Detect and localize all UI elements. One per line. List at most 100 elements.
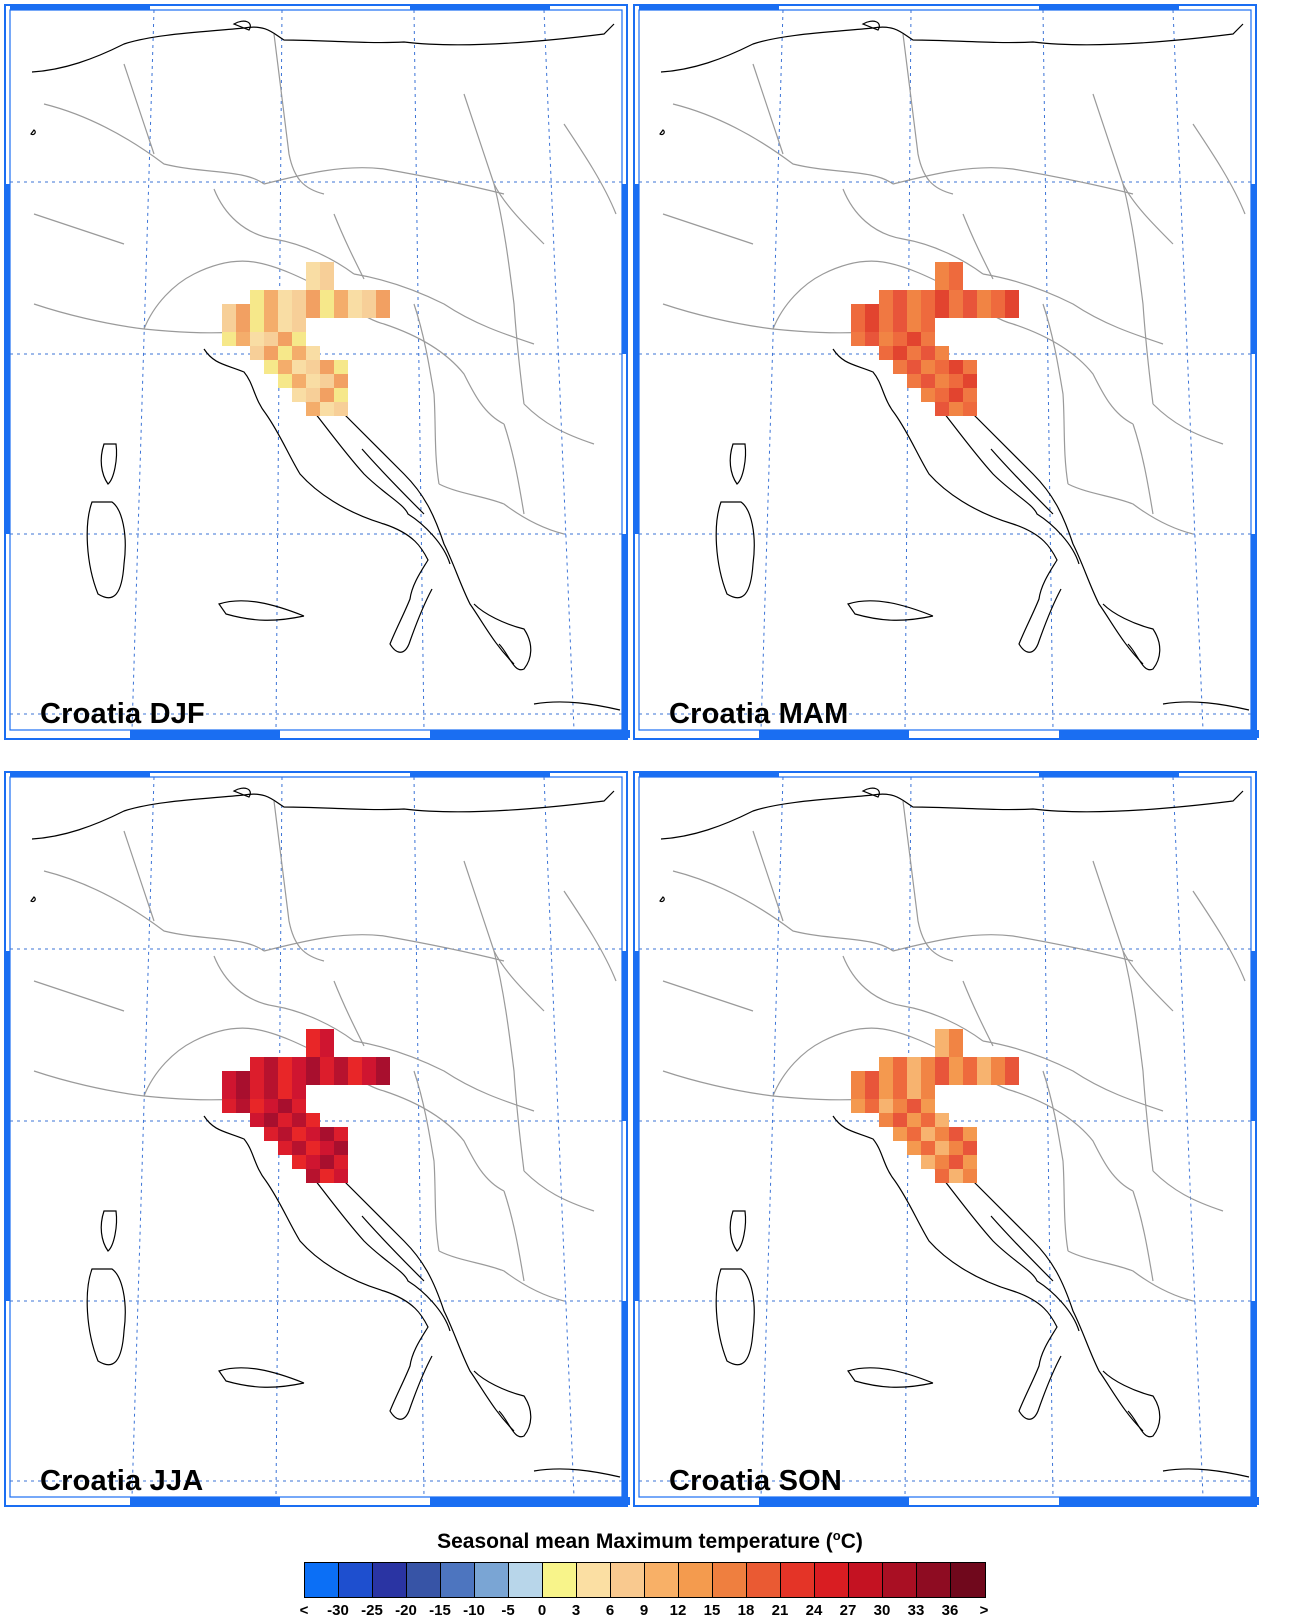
panel-title: Croatia MAM (669, 698, 849, 730)
temperature-cell (907, 332, 921, 346)
temperature-cell (879, 290, 893, 304)
coastline (473, 603, 532, 671)
temperature-cell (921, 1113, 935, 1127)
temperature-cell (893, 1071, 907, 1085)
temperature-cell (278, 332, 292, 346)
country-border (273, 33, 325, 195)
coastline (847, 600, 934, 621)
country-border (33, 1070, 241, 1101)
temperature-cell (963, 1141, 977, 1155)
temperature-cell (949, 304, 963, 318)
temperature-cell (278, 360, 292, 374)
country-border (1122, 950, 1154, 1172)
temperature-cell (250, 318, 264, 332)
temperature-cell (264, 332, 278, 346)
country-border (752, 63, 784, 155)
temperature-cell (935, 1169, 949, 1183)
temperature-cell (348, 304, 362, 318)
temperature-cell (907, 1085, 921, 1099)
temperature-cell (292, 1071, 306, 1085)
grid-lon (1042, 9, 1054, 731)
temperature-cell (893, 1113, 907, 1127)
grid-lon (1172, 776, 1204, 1498)
temperature-cell (306, 1127, 320, 1141)
legend-tick-label: 33 (907, 1602, 925, 1619)
temperature-cell (292, 332, 306, 346)
temperature-cell (893, 1099, 907, 1113)
country-border (662, 213, 754, 245)
coastline (361, 448, 425, 515)
country-border (263, 167, 505, 195)
frame-bar (130, 730, 280, 738)
temperature-cell (278, 1057, 292, 1071)
temperature-cell (306, 304, 320, 318)
legend-swatch (917, 1563, 951, 1597)
temperature-cell (921, 388, 935, 402)
frame-bar (639, 771, 779, 777)
country-border (503, 1190, 525, 1282)
coastline (473, 1370, 532, 1438)
country-border (463, 93, 545, 245)
temperature-cell (949, 290, 963, 304)
country-border (962, 980, 994, 1047)
grid-lon (543, 776, 575, 1498)
legend-tick-label: 36 (941, 1602, 959, 1619)
country-border (1132, 423, 1154, 515)
country-border (662, 303, 870, 334)
temperature-cell (1005, 1057, 1019, 1071)
coastline (232, 20, 251, 31)
panel-djf: Croatia DJF (4, 4, 644, 764)
temperature-cell (292, 346, 306, 360)
temperature-cell (879, 1057, 893, 1071)
coastline (30, 896, 36, 903)
country-border (563, 123, 617, 215)
temperature-cell (977, 1071, 991, 1085)
temperature-cell (963, 1155, 977, 1169)
legend-tick-label: 6 (605, 1602, 615, 1619)
temperature-cell (851, 304, 865, 318)
temperature-cell (907, 290, 921, 304)
temperature-cell (935, 402, 949, 416)
temperature-cell (250, 304, 264, 318)
legend-tick-label: 24 (805, 1602, 823, 1619)
temperature-cell (292, 1127, 306, 1141)
country-border (1132, 1190, 1154, 1282)
temperature-cell (921, 360, 935, 374)
temperature-cell (963, 1127, 977, 1141)
temperature-cell (921, 1071, 935, 1085)
temperature-cell (935, 1113, 949, 1127)
coastline (729, 443, 747, 485)
coastline (990, 1215, 1054, 1282)
temperature-cell (851, 332, 865, 346)
country-border (33, 303, 241, 334)
temperature-cell (250, 1099, 264, 1113)
country-border (413, 303, 440, 485)
frame-bar (622, 951, 628, 1121)
temperature-cell (362, 1057, 376, 1071)
country-border (892, 934, 1134, 962)
temperature-cell (921, 1127, 935, 1141)
country-border (43, 870, 265, 952)
grid-lon (760, 9, 784, 731)
temperature-cell (264, 346, 278, 360)
temperature-cell (865, 1099, 879, 1113)
temperature-cell (264, 1127, 278, 1141)
temperature-cell (278, 1099, 292, 1113)
coastline (31, 23, 615, 73)
temperature-cell (320, 1029, 334, 1043)
coastline (1162, 701, 1250, 711)
coastline (832, 1115, 1062, 1420)
temperature-cell (236, 1085, 250, 1099)
country-border (1012, 323, 1134, 425)
temperature-cell (306, 374, 320, 388)
temperature-cell (222, 318, 236, 332)
coastline (31, 790, 615, 840)
temperature-cell (865, 318, 879, 332)
temperature-cell (921, 1085, 935, 1099)
temperature-cell (278, 1085, 292, 1099)
temperature-cell (320, 388, 334, 402)
country-border (1012, 1090, 1134, 1192)
temperature-cell (935, 388, 949, 402)
coastline (100, 1210, 118, 1252)
temperature-cell (292, 318, 306, 332)
